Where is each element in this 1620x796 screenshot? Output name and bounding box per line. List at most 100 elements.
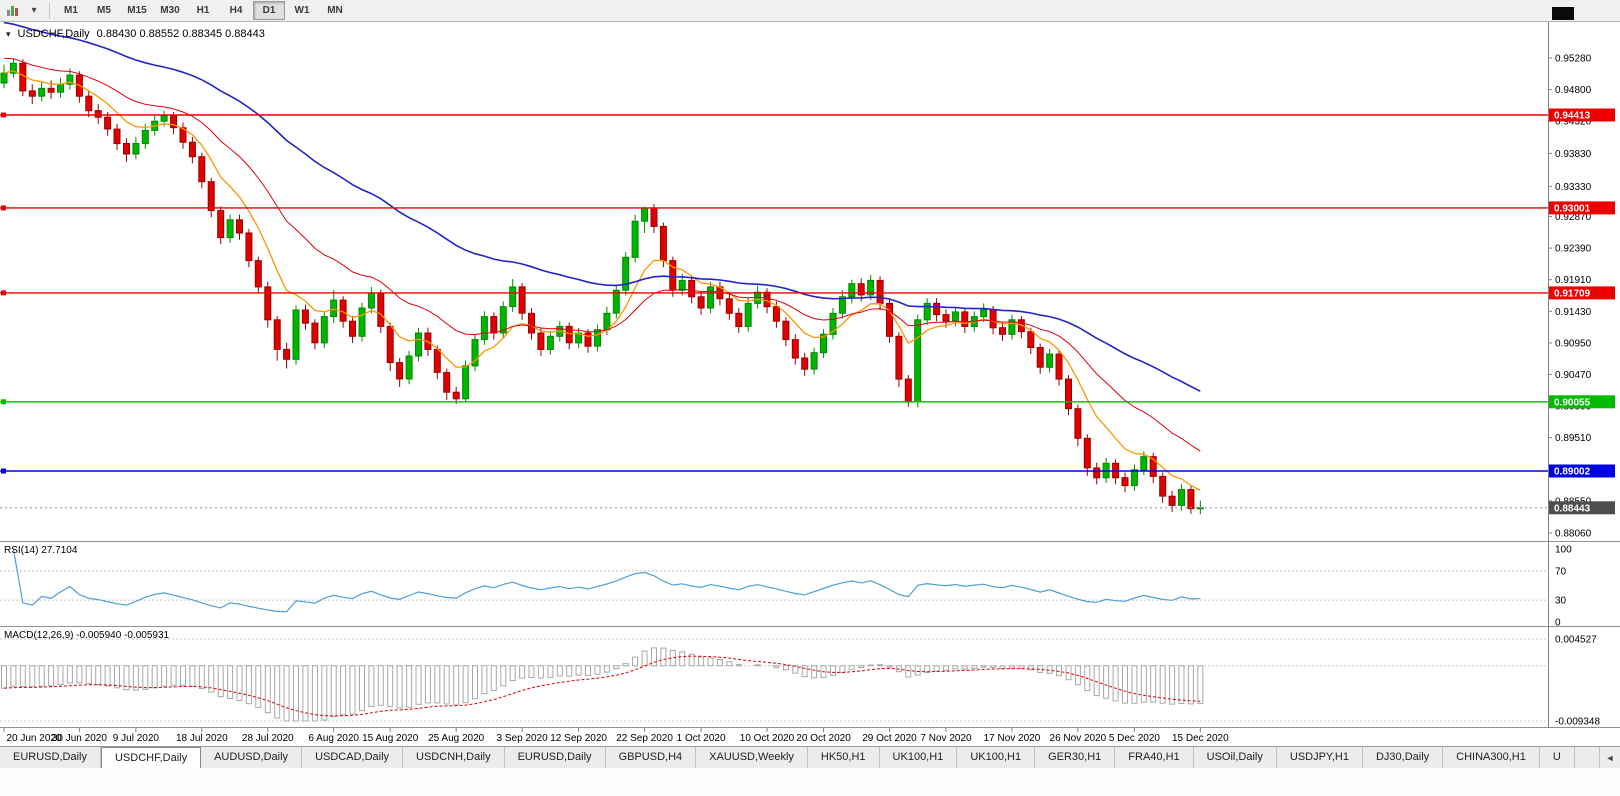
price-tick-label: 0.91430 [1555,307,1592,318]
date-tick-label: 1 Oct 2020 [677,733,726,744]
price-tag-label: 0.90055 [1554,397,1591,408]
date-tick-label: 10 Oct 2020 [740,733,795,744]
date-tick-label: 3 Sep 2020 [497,733,549,744]
chart-tab-xauusd-weekly[interactable]: XAUUSD,Weekly [696,747,808,768]
price-tick-label: 0.89510 [1555,433,1592,444]
price-tick-label: 0.93330 [1555,182,1592,193]
price-tag-label: 0.93001 [1554,203,1591,214]
black-artifact-box [1552,7,1574,20]
chart-tab-ger30-h1[interactable]: GER30,H1 [1035,747,1116,768]
timeframe-button-m5[interactable]: M5 [88,1,120,20]
chart-tab-fra40-h1[interactable]: FRA40,H1 [1115,747,1194,768]
price-tag-label: 0.94413 [1554,111,1591,122]
line-handle [1,399,6,405]
chart-symbol-label: USDCHF,Daily [17,28,90,40]
price-tick-label: 0.91910 [1555,275,1592,286]
price-tag-label: 0.91709 [1554,288,1591,299]
chart-tabbar: EURUSD,Daily USDCHF,Daily AUDUSD,Daily USDC… [0,746,1620,768]
price-tick-label: 0.95280 [1555,54,1592,65]
chart-tab-dj30-daily[interactable]: DJ30,Daily [1362,747,1444,768]
timeframe-button-m1[interactable]: M1 [55,1,87,20]
timeframe-button-m30[interactable]: M30 [154,1,186,20]
rsi-pane [12,548,1201,613]
line-handle [1,290,6,296]
date-tick-label: 20 Oct 2020 [796,733,851,744]
timeframe-button-d1[interactable]: D1 [253,1,285,20]
price-tag [1549,201,1615,215]
price-tick-label: 0.90470 [1555,370,1592,381]
toolbar-separator [49,2,50,19]
chart-tab-usdcnh-daily[interactable]: USDCNH,Daily [403,747,505,768]
rsi-level-label: 0 [1555,618,1561,629]
date-tick-label: 18 Jul 2020 [176,733,228,744]
timeframe-button-m15[interactable]: M15 [121,1,153,20]
chart-tab-gbpusd-h4[interactable]: GBPUSD,H4 [605,747,697,768]
chart-tab-uk100-h1[interactable]: UK100,H1 [879,747,958,768]
rsi-level-label: 100 [1555,545,1572,556]
chart-tabs: EURUSD,Daily USDCHF,Daily AUDUSD,Daily USDC… [0,747,1599,768]
line-handle [1,112,6,118]
ema-medium-red [3,57,1201,452]
chart-tab-audusd-daily[interactable]: AUDUSD,Daily [201,747,303,768]
timeframe-button-mn[interactable]: MN [319,1,351,20]
price-tag [1549,286,1615,300]
chart-menu-icon[interactable]: ▾ [6,28,11,39]
chart-tab-usdchf-daily[interactable]: USDCHF,Daily [100,747,202,768]
date-tick-label: 9 Jul 2020 [113,733,160,744]
chart-tab-usdjpy-h1[interactable]: USDJPY,H1 [1276,747,1363,768]
rsi-level-label: 30 [1555,596,1567,607]
chart-icon[interactable] [3,2,23,20]
date-tick-label: 26 Nov 2020 [1050,733,1107,744]
date-tick-label: 6 Aug 2020 [308,733,359,744]
price-tag-label: 0.89002 [1554,467,1591,478]
chart-tab-usoil-daily[interactable]: USOil,Daily [1193,747,1277,768]
macd-max-label: 0.004527 [1555,635,1597,646]
price-tick-label: 0.94800 [1555,85,1592,96]
date-tick-label: 15 Dec 2020 [1172,733,1229,744]
price-pane [0,22,1548,515]
dropdown-arrow-icon[interactable]: ▾ [31,5,37,16]
chart-canvas[interactable]: 0.95280 0.94800 0.94320 0.93830 0.93330 0.928… [0,22,1620,746]
ema-fast-orange [3,70,1201,492]
chart-tab-u[interactable]: U [1539,747,1575,768]
chart-tab-usdcad-daily[interactable]: USDCAD,Daily [302,747,404,768]
date-tick-label: 17 Nov 2020 [984,733,1041,744]
rsi-level-label: 70 [1555,566,1567,577]
chart-tab-china300-h1[interactable]: CHINA300,H1 [1443,747,1540,768]
price-tick-label: 0.92390 [1555,244,1592,255]
line-handle [1,468,6,474]
chart-tab-eurusd-daily[interactable]: EURUSD,Daily [504,747,606,768]
rsi-line [12,548,1201,613]
price-tick-label: 0.93830 [1555,149,1592,160]
macd-signal-line [3,655,1201,717]
date-tick-label: 12 Sep 2020 [550,733,607,744]
timeframe-button-h1[interactable]: H1 [187,1,219,20]
date-tick-label: 28 Jul 2020 [242,733,294,744]
chart-area: 0.95280 0.94800 0.94320 0.93830 0.93330 0.928… [0,22,1620,746]
chart-ohlc-values: 0.88430 0.88552 0.88345 0.88443 [96,28,265,40]
chart-tab-eurusd-daily[interactable]: EURUSD,Daily [0,747,101,768]
price-tag-label: 0.88443 [1554,503,1591,514]
timeframe-button-h4[interactable]: H4 [220,1,252,20]
chart-tab-uk100-h1[interactable]: UK100,H1 [957,747,1036,768]
date-tick-label: 29 Oct 2020 [862,733,917,744]
price-tag [1549,108,1615,122]
date-tick-label: 5 Dec 2020 [1109,733,1161,744]
price-tag [1549,395,1615,409]
price-tick-label: 0.88060 [1555,529,1592,540]
chart-tab-hk50-h1[interactable]: HK50,H1 [807,747,880,768]
price-tick-label: 0.90950 [1555,338,1592,349]
timeframe-toolbar: ▾ M1 M5 M15 M30 H1 H4 D1 W1 MN [0,0,1620,22]
timeframe-buttons: M1 M5 M15 M30 H1 H4 D1 W1 MN [55,1,351,20]
date-tick-label: 7 Nov 2020 [920,733,972,744]
ema-slow-blue [3,22,1201,392]
timeframe-button-w1[interactable]: W1 [286,1,318,20]
status-bar [0,768,1620,796]
price-tag [1549,501,1615,515]
line-handle [1,205,6,211]
macd-indicator-label: MACD(12,26,9) -0.005940 -0.005931 [4,630,170,641]
chart-title: ▾ USDCHF,Daily 0.88430 0.88552 0.88345 0… [6,28,265,40]
price-tick-label: 0.94320 [1555,117,1592,128]
price-tag [1549,464,1615,478]
tab-scroll-left-icon[interactable]: ◄ [1599,747,1620,768]
